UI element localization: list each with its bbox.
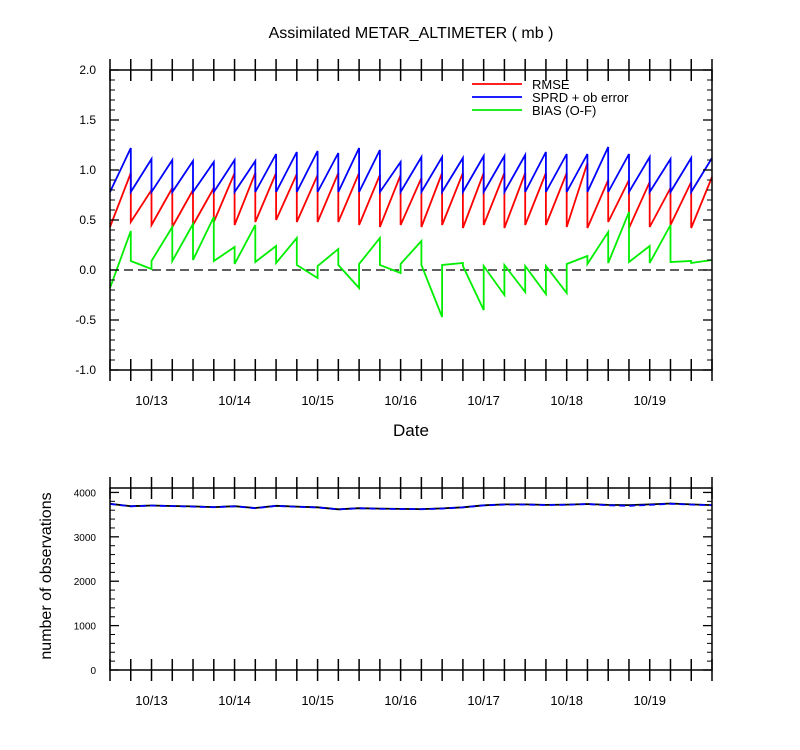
y-tick-label: 1.5	[79, 113, 96, 127]
y-tick-label: -1.0	[75, 363, 96, 377]
x-tick-label: 10/16	[384, 393, 417, 408]
y-axis-label: number of observations	[38, 492, 55, 659]
series-line-rmse	[109, 162, 713, 231]
chart-title: Assimilated METAR_ALTIMETER ( mb )	[269, 25, 554, 42]
y-tick-label: 0.5	[79, 213, 96, 227]
x-tick-label: 10/18	[550, 393, 583, 408]
y-tick-label: 0	[90, 666, 96, 677]
x-axis-label: Date	[393, 421, 429, 440]
x-tick-label: 10/16	[384, 693, 417, 708]
x-tick-label: 10/19	[633, 693, 666, 708]
y-tick-label: -0.5	[75, 313, 96, 327]
x-tick-label: 10/19	[633, 393, 666, 408]
x-tick-label: 10/15	[301, 393, 334, 408]
legend-label: RMSE	[532, 77, 570, 92]
plot-frame	[109, 487, 713, 671]
y-tick-label: 2000	[74, 577, 97, 588]
x-tick-label: 10/15	[301, 693, 334, 708]
x-tick-label: 10/13	[135, 693, 168, 708]
y-tick-label: 1000	[74, 622, 97, 633]
x-tick-label: 10/14	[218, 393, 251, 408]
bottom-plot-panel: 4000 3000 2000 1000 0 10/13 10/14 10/15 10/16 10/…	[38, 477, 713, 708]
series-line-observations-assimilated	[109, 502, 713, 511]
legend-label: SPRD + ob error	[532, 90, 629, 105]
series-line-sprd-ob-error	[109, 146, 713, 196]
top-plot-panel: Assimilated METAR_ALTIMETER ( mb ) 2.0 1.…	[75, 25, 713, 440]
y-tick-label: 4000	[74, 488, 97, 499]
y-tick-label: 3000	[74, 533, 97, 544]
x-tick-label: 10/13	[135, 393, 168, 408]
x-tick-label: 10/17	[467, 393, 500, 408]
y-tick-label: 2.0	[79, 63, 96, 77]
y-tick-label: 0.0	[79, 263, 96, 277]
x-tick-label: 10/17	[467, 693, 500, 708]
x-tick-label: 10/14	[218, 693, 251, 708]
x-tick-label: 10/18	[550, 693, 583, 708]
series-line-bias-o-f	[109, 211, 713, 318]
legend-label: BIAS (O-F)	[532, 103, 596, 118]
y-tick-label: 1.0	[79, 163, 96, 177]
